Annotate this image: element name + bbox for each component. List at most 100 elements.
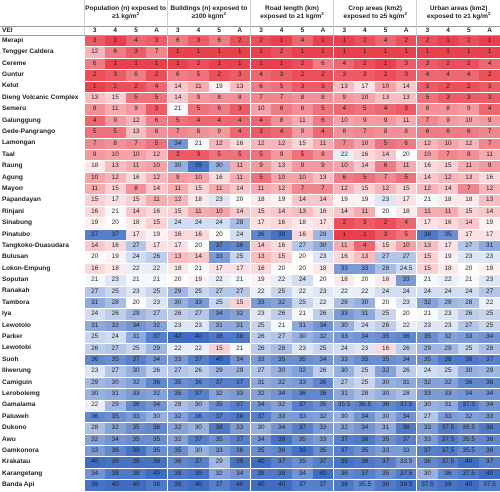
volcano-name: Rinjani <box>0 206 84 219</box>
rank-cell: 13 <box>458 172 480 185</box>
rank-cell: 10 <box>354 138 376 150</box>
rank-cell: 1 <box>146 58 168 71</box>
rank-cell: 30 <box>375 377 396 390</box>
subheader-vei-4: 4 <box>187 26 209 36</box>
rank-cell: 22 <box>146 263 168 276</box>
rank-cell: 1 <box>166 46 188 59</box>
rank-cell: 23 <box>479 274 500 287</box>
rank-cell: 31 <box>354 308 376 321</box>
rank-cell: 32 <box>146 388 168 401</box>
volcano-name: Gamalama <box>0 400 84 412</box>
rank-cell: 19 <box>437 251 459 264</box>
rank-cell: 19 <box>333 194 355 207</box>
rank-cell: 18 <box>333 274 355 287</box>
rank-cell: 21 <box>416 274 438 287</box>
rank-cell: 21 <box>125 274 147 287</box>
rank-cell: 23 <box>83 365 105 378</box>
rank-cell: 34 <box>229 468 251 481</box>
rank-cell: 6 <box>312 115 334 128</box>
table-row: Iya 24 26 29 27 26 27 34 32 23 26 21 26 33 31 25 20 21 23 2… <box>0 308 500 321</box>
rank-cell: 8 <box>291 103 313 116</box>
rank-cell: 21 <box>187 263 209 276</box>
volcano-name: Camiguin <box>0 377 84 390</box>
rank-cell: 35.5 <box>333 400 355 412</box>
rank-cell: 25 <box>125 343 147 355</box>
rank-cell: 3 <box>416 58 438 71</box>
rank-cell: 13 <box>312 172 334 185</box>
rank-cell: 23 <box>479 251 500 264</box>
rank-cell: 18 <box>437 194 459 207</box>
rank-cell: 5 <box>187 103 209 116</box>
rank-cell: 4 <box>229 115 251 128</box>
rank-cell: 4 <box>146 81 168 93</box>
rank-cell: 21 <box>416 308 438 321</box>
rank-cell: 35 <box>291 354 313 367</box>
rank-cell: 21 <box>458 274 480 287</box>
rank-cell: 2 <box>458 81 480 93</box>
rank-cell: 25 <box>229 251 251 264</box>
rank-cell: 20 <box>208 229 230 242</box>
rank-cell: 37.5 <box>437 422 459 435</box>
rank-cell: 2 <box>479 69 500 82</box>
rank-cell: 13 <box>333 81 355 93</box>
rank-cell: 36 <box>479 434 500 447</box>
rank-cell: 15 <box>437 160 459 173</box>
rank-cell: 25 <box>208 297 230 310</box>
rank-cell: 14 <box>479 206 500 219</box>
rank-cell: 19 <box>479 263 500 276</box>
rank-cell: 37 <box>479 354 500 367</box>
rank-cell: 22 <box>166 343 188 355</box>
rank-cell: 32 <box>249 388 272 401</box>
rank-cell: 8 <box>375 126 396 139</box>
volcano-name: Agung <box>0 172 84 185</box>
rank-cell: 1 <box>312 35 334 48</box>
subheader-vei-5: 5 <box>208 26 230 36</box>
rank-cell: 33 <box>416 422 438 435</box>
rank-cell: 36 <box>146 422 168 435</box>
rank-cell: 20 <box>312 274 334 287</box>
rank-cell: 38 <box>354 456 376 469</box>
rank-cell: 34 <box>249 434 272 447</box>
rank-cell: 17 <box>125 229 147 242</box>
rank-cell: 30 <box>187 445 209 458</box>
rank-cell: 24 <box>166 217 188 230</box>
rank-cell: 1 <box>333 46 355 59</box>
rank-cell: 38 <box>208 331 230 344</box>
rank-cell: 5 <box>208 149 230 162</box>
rank-cell: 36 <box>229 445 251 458</box>
rank-cell: 40 <box>166 331 188 344</box>
rank-cell: 16 <box>437 217 459 230</box>
rank-cell: 13 <box>416 240 438 253</box>
rank-cell: 27 <box>229 286 251 299</box>
rank-cell: 6 <box>146 115 168 128</box>
rank-cell: 13 <box>83 92 105 105</box>
rank-cell: 33 <box>395 274 417 287</box>
table-row: Dukono 28 32 35 36 32 30 38 33 30 34 37 33 32 34 31 38 33… <box>0 422 500 435</box>
rank-cell: 40 <box>208 354 230 367</box>
rank-cell: 28 <box>166 400 188 412</box>
rank-cell: 11 <box>166 183 188 196</box>
rank-cell: 8 <box>458 149 480 162</box>
rank-cell: 9 <box>291 126 313 139</box>
rank-cell: 22 <box>312 297 334 310</box>
rank-cell: 33 <box>187 297 209 310</box>
rank-cell: 38 <box>229 411 251 424</box>
rank-cell: 23 <box>187 320 209 333</box>
rank-cell: 39 <box>271 229 292 242</box>
volcano-name: Dukono <box>0 422 84 435</box>
rank-cell: 25 <box>375 308 396 321</box>
rank-cell: 8 <box>395 126 417 139</box>
rank-cell: 13 <box>166 251 188 264</box>
rank-cell: 10 <box>416 149 438 162</box>
rank-cell: 4 <box>479 58 500 71</box>
rank-cell: 8 <box>333 126 355 139</box>
rank-cell: 18 <box>312 263 334 276</box>
rank-cell: 30 <box>333 320 355 333</box>
rank-cell: 26 <box>395 365 417 378</box>
rank-cell: 39 <box>187 468 209 481</box>
rank-cell: 37 <box>271 456 292 469</box>
rank-cell: 9 <box>249 160 272 173</box>
rank-cell: 25 <box>83 331 105 344</box>
rank-cell: 19 <box>187 274 209 287</box>
rank-cell: 34 <box>395 411 417 424</box>
